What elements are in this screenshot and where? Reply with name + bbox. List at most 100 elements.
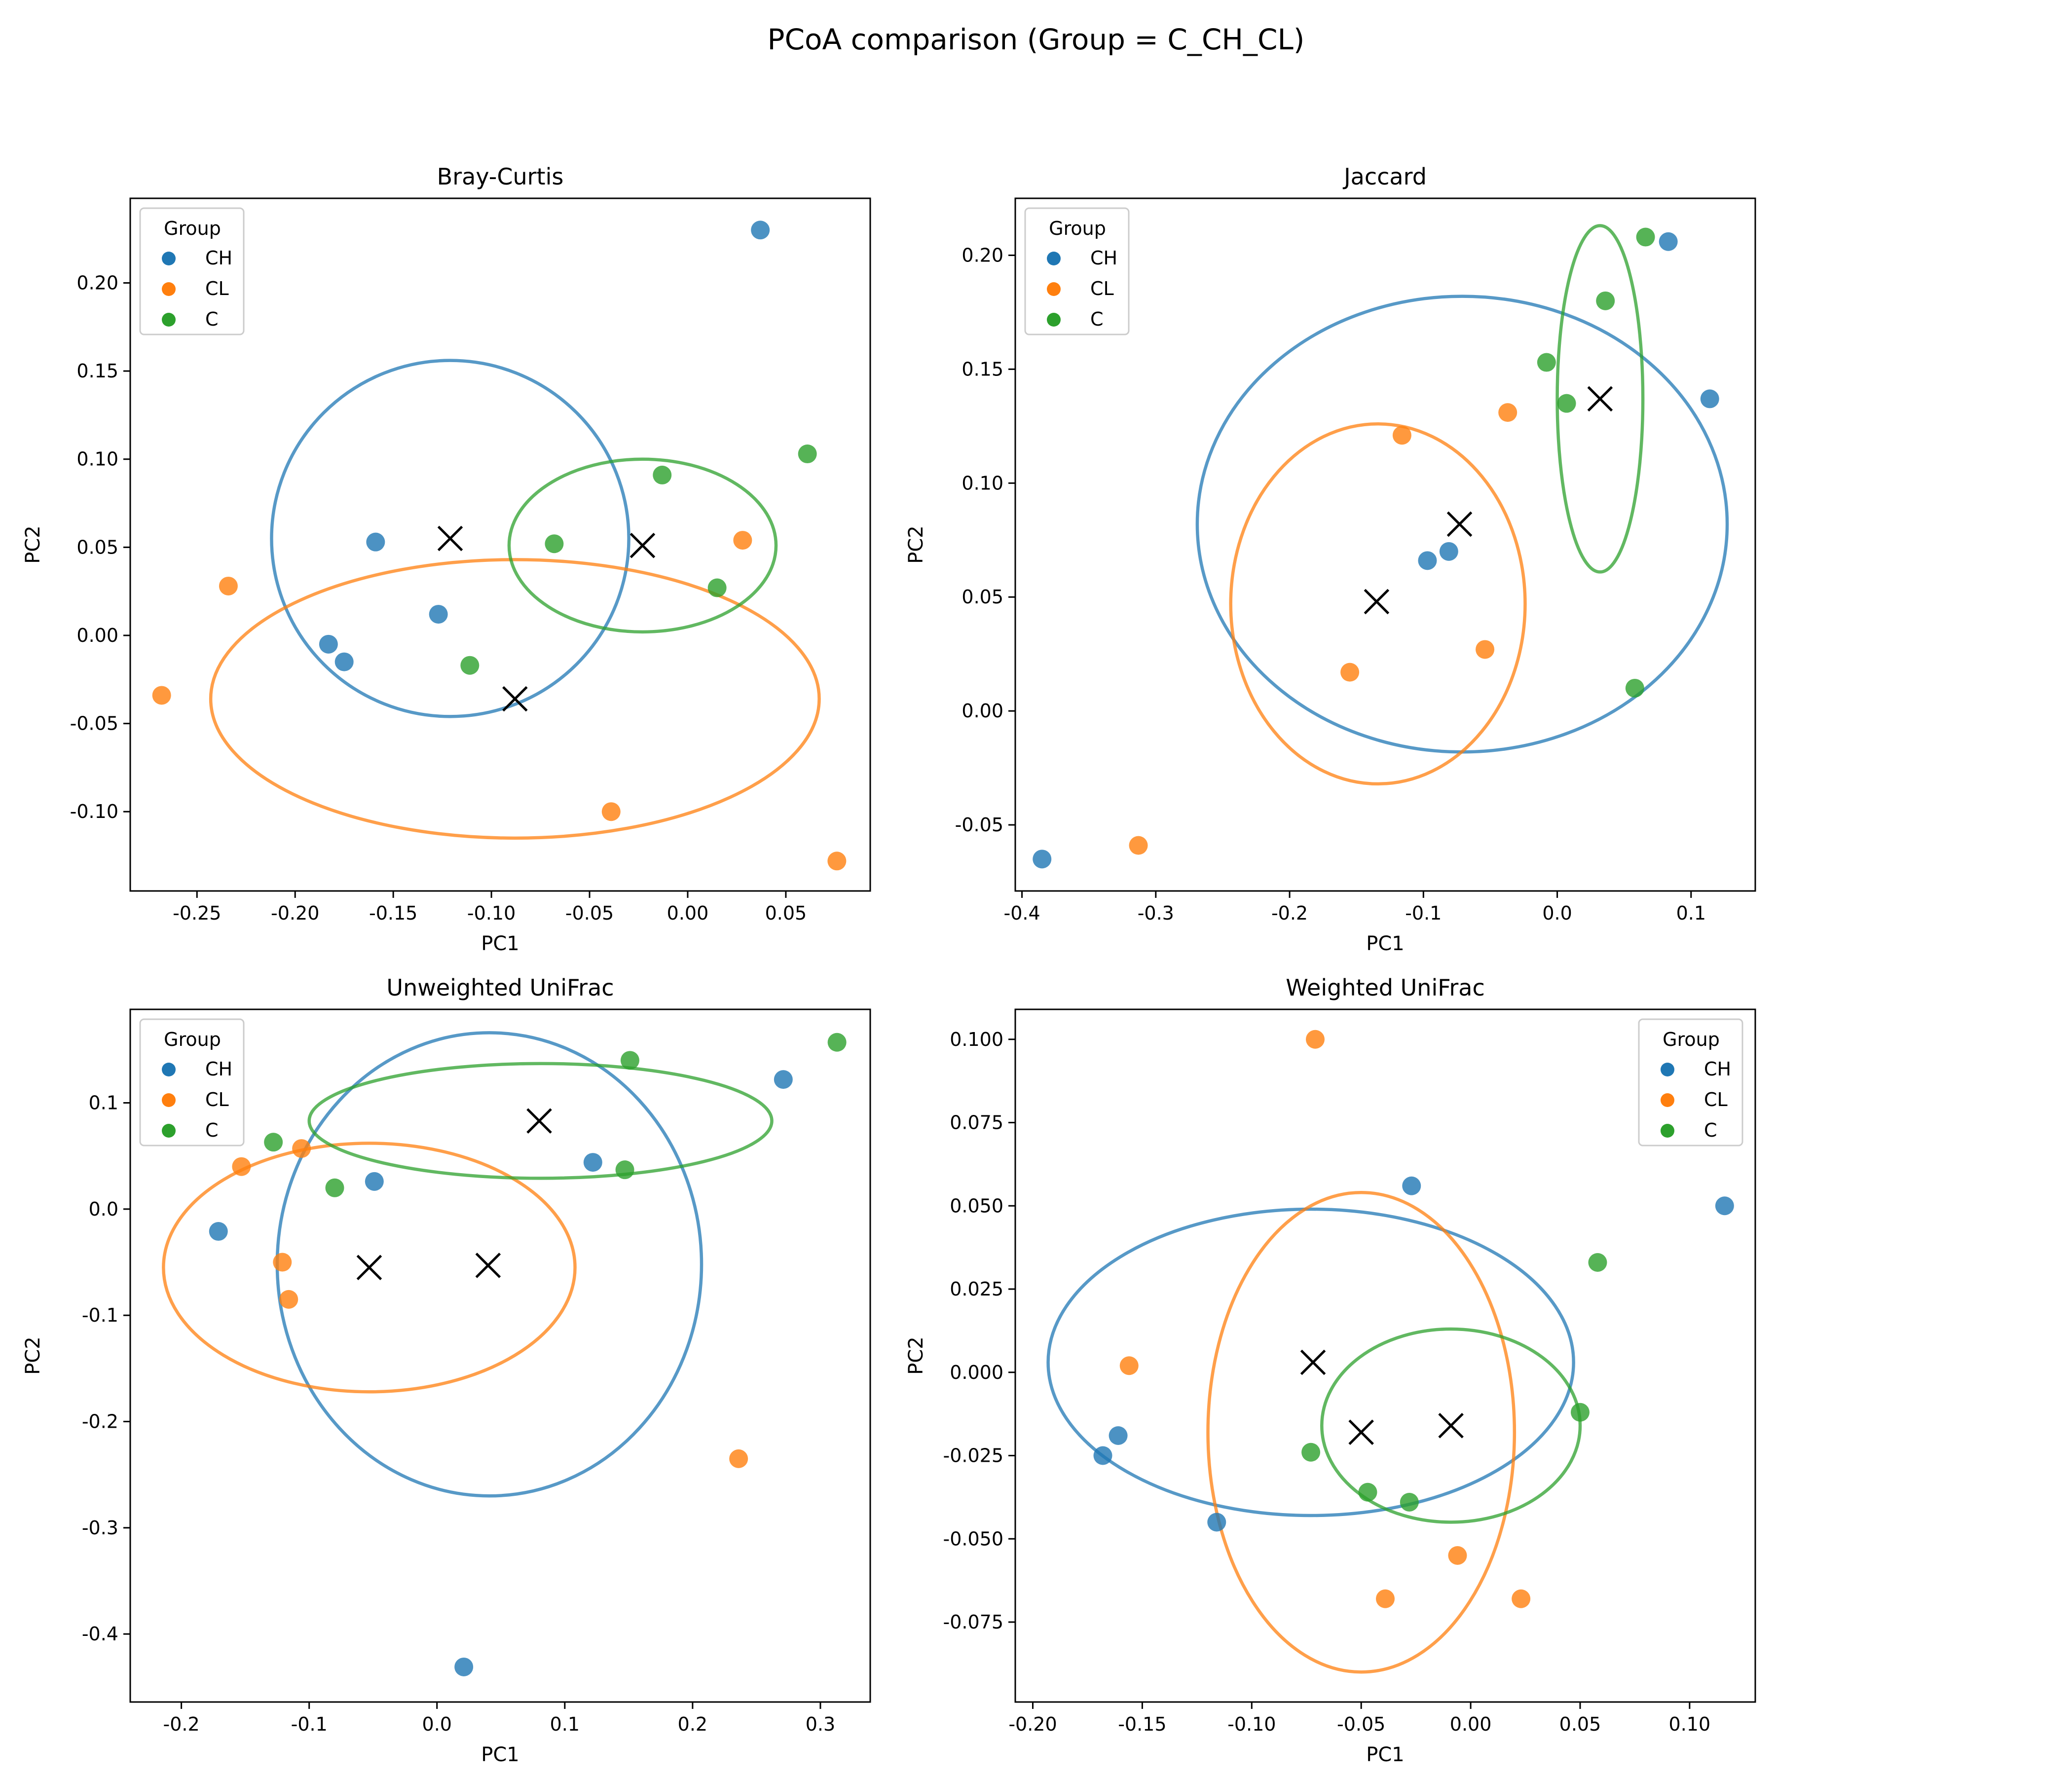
- chart-jaccard-centroid-cl: [1364, 589, 1390, 615]
- chart-unweighted-unifrac-xtick-label: -0.2: [163, 1713, 200, 1735]
- chart-unweighted-unifrac-xtick-label: 0.1: [550, 1713, 580, 1735]
- chart-jaccard-xtick-label: -0.2: [1271, 902, 1308, 924]
- chart-unweighted-unifrac-point-cl: [232, 1157, 251, 1176]
- chart-unweighted-unifrac-legend-entry-c: C: [205, 1119, 219, 1141]
- chart-weighted-unifrac-xtick-label: -0.05: [1337, 1713, 1385, 1735]
- chart-weighted-unifrac-ellipse-c: [1320, 1327, 1582, 1524]
- chart-weighted-unifrac-centroid-ch: [1300, 1349, 1326, 1375]
- chart-bray-curtis: Bray-Curtis -0.25 -0.20 -0.15 -0.10 -0.05 0.00…: [22, 163, 871, 955]
- chart-jaccard: Jaccard -0.4 -0.3 -0.2 -0.1 0.0 0.1 -0.05 0.00 0.…: [905, 163, 1756, 955]
- chart-jaccard-point-cl: [1392, 426, 1411, 445]
- chart-jaccard-legend-entry-ch: CH: [1090, 247, 1117, 269]
- chart-jaccard-point-ch: [1033, 850, 1052, 869]
- chart-unweighted-unifrac-point-cl: [273, 1253, 292, 1272]
- chart-jaccard-point-ch: [1418, 551, 1437, 570]
- chart-jaccard-ylabel: PC2: [905, 525, 927, 564]
- chart-bray-curtis-xtick-label: 0.00: [667, 902, 709, 924]
- chart-unweighted-unifrac-point-cl: [729, 1449, 748, 1468]
- chart-weighted-unifrac-plot-area: [1046, 1030, 1734, 1674]
- chart-weighted-unifrac-point-c: [1588, 1253, 1607, 1272]
- chart-unweighted-unifrac-point-c: [325, 1178, 344, 1197]
- chart-bray-curtis-ytick-label: 0.00: [76, 625, 118, 646]
- chart-weighted-unifrac-xtick-label: 0.05: [1559, 1713, 1601, 1735]
- chart-jaccard-point-ch: [1700, 389, 1719, 408]
- chart-bray-curtis-xtick-label: -0.25: [173, 902, 221, 924]
- chart-weighted-unifrac-point-ch: [1207, 1513, 1226, 1532]
- chart-bray-curtis-point-ch: [334, 652, 354, 671]
- chart-jaccard-legend-entry-c: C: [1090, 308, 1104, 330]
- chart-jaccard-point-cl: [1129, 836, 1148, 855]
- chart-unweighted-unifrac-ytick-label: -0.4: [82, 1623, 118, 1645]
- chart-unweighted-unifrac-xtick-label: -0.1: [291, 1713, 328, 1735]
- chart-bray-curtis-point-ch: [751, 221, 770, 240]
- chart-unweighted-unifrac-legend: Group CH CL C: [139, 1018, 245, 1147]
- chart-weighted-unifrac-ellipse-cl: [1206, 1191, 1517, 1674]
- chart-unweighted-unifrac-centroid-c: [526, 1108, 552, 1134]
- chart-unweighted-unifrac-centroid-ch: [475, 1253, 501, 1278]
- chart-weighted-unifrac-legend-title: Group: [1663, 1029, 1720, 1050]
- chart-weighted-unifrac-legend-marker-ch: [1661, 1063, 1674, 1076]
- chart-jaccard-ytick-label: 0.10: [962, 472, 1003, 494]
- chart-weighted-unifrac-xtick-label: 0.00: [1450, 1713, 1492, 1735]
- chart-weighted-unifrac-frame: [1014, 1008, 1756, 1703]
- chart-bray-curtis-point-cl: [152, 686, 171, 705]
- chart-unweighted-unifrac-point-cl: [292, 1139, 311, 1158]
- chart-bray-curtis-plot-area: [152, 221, 847, 871]
- chart-unweighted-unifrac-legend-marker-cl: [162, 1093, 176, 1107]
- chart-bray-curtis-point-c: [545, 534, 564, 554]
- chart-bray-curtis-point-c: [707, 578, 727, 597]
- chart-unweighted-unifrac-point-ch: [209, 1222, 228, 1241]
- chart-jaccard-point-cl: [1476, 640, 1495, 659]
- chart-weighted-unifrac-point-c: [1400, 1493, 1419, 1512]
- chart-weighted-unifrac-xlabel: PC1: [1366, 1743, 1405, 1766]
- chart-jaccard-point-c: [1557, 394, 1576, 413]
- chart-jaccard-point-cl: [1498, 403, 1517, 422]
- chart-weighted-unifrac-ytick-label: -0.050: [943, 1528, 1004, 1550]
- chart-weighted-unifrac-point-ch: [1715, 1196, 1734, 1216]
- chart-weighted-unifrac-ylabel: PC2: [905, 1336, 927, 1375]
- chart-weighted-unifrac-legend-entry-ch: CH: [1704, 1058, 1731, 1080]
- chart-unweighted-unifrac-ellipse-cl: [162, 1142, 577, 1394]
- chart-bray-curtis-ytick-label: 0.15: [76, 360, 118, 382]
- chart-weighted-unifrac-point-ch: [1402, 1176, 1421, 1195]
- chart-bray-curtis-legend-entry-ch: CH: [205, 247, 232, 269]
- chart-bray-curtis-legend-marker-ch: [162, 252, 176, 265]
- chart-weighted-unifrac-ytick-label: 0.050: [950, 1195, 1003, 1217]
- chart-unweighted-unifrac-ylabel: PC2: [22, 1336, 44, 1375]
- chart-weighted-unifrac-point-ch: [1109, 1426, 1128, 1445]
- chart-jaccard-legend-marker-ch: [1047, 252, 1061, 265]
- chart-bray-curtis-point-c: [653, 465, 672, 484]
- chart-bray-curtis-ytick-label: 0.10: [76, 448, 118, 470]
- chart-jaccard-plot-area: [1033, 224, 1729, 869]
- chart-weighted-unifrac-ytick-label: 0.025: [950, 1278, 1003, 1300]
- chart-jaccard-legend-entry-cl: CL: [1090, 278, 1114, 299]
- chart-unweighted-unifrac-ytick-label: -0.2: [82, 1411, 118, 1433]
- chart-bray-curtis-legend-marker-c: [162, 313, 176, 327]
- chart-jaccard-point-ch: [1659, 232, 1678, 251]
- chart-jaccard-legend-marker-cl: [1047, 282, 1061, 296]
- chart-bray-curtis-ytick-label: 0.20: [76, 272, 118, 294]
- chart-bray-curtis-ytick-label: -0.05: [70, 713, 118, 735]
- chart-unweighted-unifrac-point-ch: [774, 1070, 793, 1089]
- chart-bray-curtis-centroid-cl: [502, 686, 528, 712]
- chart-jaccard-legend-box: [1024, 207, 1130, 335]
- chart-unweighted-unifrac-point-ch: [454, 1657, 474, 1676]
- chart-unweighted-unifrac-title: Unweighted UniFrac: [386, 974, 614, 1001]
- chart-jaccard-xlabel: PC1: [1366, 932, 1405, 955]
- chart-bray-curtis-legend-entry-cl: CL: [205, 278, 229, 299]
- chart-weighted-unifrac-legend-marker-cl: [1661, 1093, 1674, 1107]
- chart-bray-curtis-ellipse-cl: [209, 558, 821, 840]
- chart-weighted-unifrac-ytick-label: 0.100: [950, 1029, 1003, 1050]
- chart-weighted-unifrac-xtick-label: -0.15: [1118, 1713, 1166, 1735]
- chart-bray-curtis-xtick-label: -0.05: [565, 902, 614, 924]
- chart-unweighted-unifrac-xtick-label: 0.3: [806, 1713, 835, 1735]
- chart-jaccard-ytick-label: 0.20: [962, 244, 1003, 266]
- chart-bray-curtis-xtick-label: -0.20: [271, 902, 319, 924]
- chart-unweighted-unifrac-frame: [129, 1008, 871, 1703]
- chart-jaccard-point-cl: [1340, 663, 1360, 682]
- chart-weighted-unifrac-legend-marker-c: [1661, 1124, 1674, 1138]
- chart-unweighted-unifrac-point-c: [615, 1160, 634, 1180]
- chart-weighted-unifrac-point-cl: [1305, 1030, 1325, 1049]
- chart-unweighted-unifrac-point-ch: [583, 1153, 602, 1172]
- chart-bray-curtis-centroid-c: [629, 533, 656, 558]
